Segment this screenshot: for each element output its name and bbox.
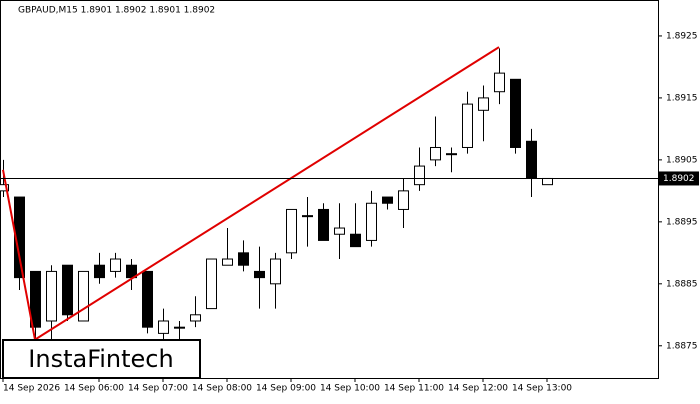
candle-body: [222, 258, 233, 266]
candle-body: [14, 196, 25, 279]
x-tick-label: 14 Sep 06:00: [64, 384, 124, 394]
candle-body: [318, 208, 329, 241]
candle-body: [94, 264, 105, 279]
last-price-label: 1.8902: [663, 174, 695, 184]
chart-title: GBPAUD,M15 1.8901 1.8902 1.8901 1.8902: [18, 6, 215, 16]
candle-body: [302, 215, 313, 218]
candle-body: [462, 103, 473, 148]
x-tick-label: 14 Sep 11:00: [384, 384, 444, 394]
candle-body: [206, 258, 217, 310]
candle-body: [382, 196, 393, 204]
candle-body: [494, 72, 505, 93]
candle-body: [190, 314, 201, 322]
candle-body: [254, 270, 265, 279]
candle-body: [238, 252, 249, 266]
candle-body: [446, 153, 457, 156]
candle-body: [174, 326, 185, 329]
candle-body: [334, 227, 345, 235]
candle-body: [30, 270, 41, 328]
candle-body: [350, 233, 361, 248]
x-tick-label: 14 Sep 10:00: [320, 384, 380, 394]
candle-body: [526, 140, 537, 179]
candle-body: [270, 258, 281, 285]
candle-body: [398, 190, 409, 210]
x-tick-label: 14 Sep 09:00: [256, 384, 316, 394]
candle-body: [366, 202, 377, 241]
x-tick-label: 14 Sep 12:00: [448, 384, 508, 394]
candle-body: [78, 270, 89, 322]
candle-body: [286, 208, 297, 254]
x-tick-label: 14 Sep 13:00: [512, 384, 572, 394]
candle-body: [0, 184, 9, 192]
candle-body: [142, 270, 153, 328]
candle-body: [510, 78, 521, 148]
candle-body: [430, 146, 441, 161]
y-tick-label: 1.8885: [666, 279, 698, 289]
x-tick-label: 14 Sep 2026: [3, 384, 60, 394]
candle-body: [158, 320, 169, 334]
candle-body: [110, 258, 121, 272]
candle-body: [542, 177, 553, 186]
logo: InstaFintech: [28, 345, 173, 373]
x-tick-label: 14 Sep 07:00: [128, 384, 188, 394]
candle-body: [46, 270, 57, 322]
y-tick-label: 1.8875: [666, 341, 698, 351]
y-tick-label: 1.8925: [666, 31, 698, 41]
candle-body: [414, 165, 425, 186]
last-price-box: [659, 171, 699, 186]
y-tick-label: 1.8915: [666, 93, 698, 103]
y-tick-label: 1.8895: [666, 217, 698, 227]
y-tick-label: 1.8905: [666, 155, 698, 165]
x-tick-label: 14 Sep 08:00: [192, 384, 252, 394]
plot-frame: [0, 0, 659, 379]
candle-body: [478, 97, 489, 111]
logo-box: [2, 339, 201, 379]
candle-body: [62, 264, 73, 316]
